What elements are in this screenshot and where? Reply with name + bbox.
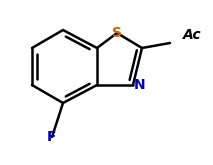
Text: F: F	[47, 130, 57, 144]
Text: N: N	[134, 78, 146, 92]
Text: S: S	[112, 26, 122, 40]
Text: Ac: Ac	[183, 28, 202, 42]
